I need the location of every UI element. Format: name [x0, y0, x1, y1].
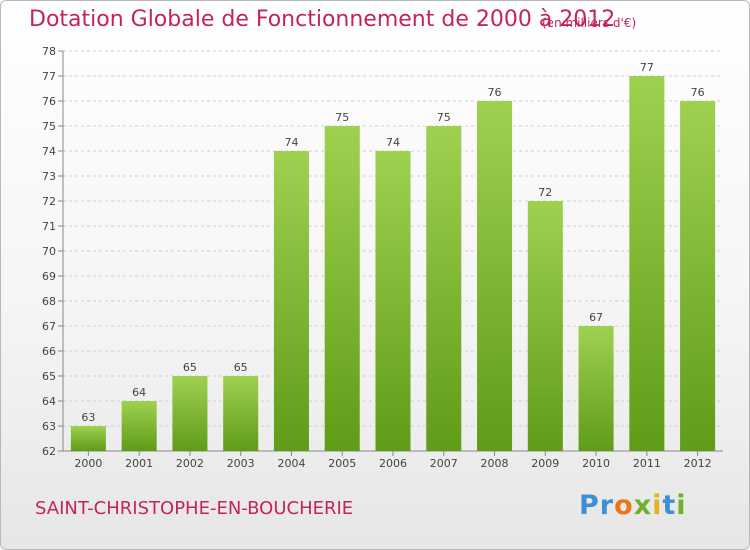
commune-name: SAINT-CHRISTOPHE-EN-BOUCHERIE [35, 498, 354, 519]
data-label: 67 [589, 311, 603, 324]
x-tick-label: 2005 [328, 457, 356, 470]
x-tick-label: 2008 [481, 457, 509, 470]
y-tick-label: 68 [42, 295, 56, 308]
bar [375, 151, 411, 451]
x-tick-label: 2012 [684, 457, 712, 470]
y-tick-label: 69 [42, 270, 56, 283]
data-label: 76 [488, 86, 502, 99]
data-label: 76 [691, 86, 705, 99]
bar [172, 376, 208, 451]
bar [70, 426, 106, 451]
x-tick-label: 2009 [531, 457, 559, 470]
y-tick-label: 62 [42, 445, 56, 458]
x-tick-label: 2011 [633, 457, 661, 470]
logo-letter: o [614, 490, 634, 521]
bar [121, 401, 157, 451]
y-tick-label: 71 [42, 220, 56, 233]
data-label: 65 [234, 361, 248, 374]
x-tick-label: 2006 [379, 457, 407, 470]
logo-letter: x [633, 490, 653, 521]
bar [477, 101, 513, 451]
x-tick-label: 2000 [74, 457, 102, 470]
data-label: 77 [640, 61, 654, 74]
y-tick-label: 72 [42, 195, 56, 208]
data-label: 64 [132, 386, 146, 399]
y-tick-label: 66 [42, 345, 56, 358]
data-label: 75 [335, 111, 349, 124]
y-tick-label: 74 [42, 145, 56, 158]
bar [324, 126, 360, 451]
logo-letter: P [579, 490, 600, 521]
logo-letter: i [676, 490, 687, 521]
data-label: 75 [437, 111, 451, 124]
proxiti-logo[interactable]: Proxiti [579, 490, 687, 521]
y-tick-label: 76 [42, 95, 56, 108]
bar [680, 101, 716, 451]
y-tick-label: 65 [42, 370, 56, 383]
data-label: 63 [81, 411, 95, 424]
bar [273, 151, 309, 451]
bar [527, 201, 563, 451]
bar [578, 326, 614, 451]
logo-letter: r [599, 490, 615, 521]
data-label: 74 [284, 136, 298, 149]
y-tick-label: 77 [42, 70, 56, 83]
y-tick-label: 75 [42, 120, 56, 133]
x-tick-label: 2001 [125, 457, 153, 470]
bar [629, 76, 665, 451]
x-tick-label: 2002 [176, 457, 204, 470]
data-label: 74 [386, 136, 400, 149]
unit-note: (en milliers d'€) [542, 16, 637, 30]
y-tick-label: 78 [42, 45, 56, 58]
bars [70, 76, 716, 451]
x-tick-label: 2007 [430, 457, 458, 470]
bar [223, 376, 259, 451]
logo-letter: i [652, 490, 663, 521]
y-tick-label: 64 [42, 395, 56, 408]
bar [426, 126, 462, 451]
y-tick-label: 70 [42, 245, 56, 258]
x-tick-label: 2004 [277, 457, 305, 470]
y-tick-label: 67 [42, 320, 56, 333]
data-label: 72 [538, 186, 552, 199]
y-tick-label: 63 [42, 420, 56, 433]
data-label: 65 [183, 361, 197, 374]
labels: 63 2000 64 2001 65 2002 65 2003 74 2004 75 2005 74 20… [74, 61, 711, 470]
chart-title: Dotation Globale de Fonctionnement de 20… [29, 7, 616, 32]
x-tick-label: 2003 [227, 457, 255, 470]
logo-letter: t [662, 490, 677, 521]
y-tick-label: 73 [42, 170, 56, 183]
x-tick-label: 2010 [582, 457, 610, 470]
